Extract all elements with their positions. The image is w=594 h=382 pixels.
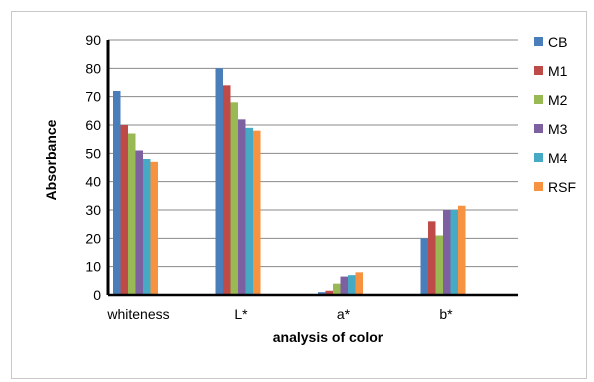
x-tick-label: whiteness — [106, 306, 169, 322]
bars — [113, 68, 466, 295]
bar-cb-0 — [113, 91, 121, 295]
legend-swatch — [534, 66, 543, 75]
x-tick-label: b* — [439, 306, 453, 322]
axes — [106, 40, 518, 297]
legend-label: M2 — [548, 92, 568, 108]
legend-swatch — [534, 124, 543, 133]
y-tick-label: 80 — [85, 60, 101, 76]
y-tick-label: 20 — [85, 230, 101, 246]
x-tick-label: L* — [234, 306, 248, 322]
legend-label: M4 — [548, 150, 568, 166]
y-tick-label: 30 — [85, 202, 101, 218]
y-tick-label: 60 — [85, 117, 101, 133]
bar-cb-1 — [215, 68, 223, 295]
bar-m1-2 — [325, 290, 333, 295]
bar-m2-1 — [230, 102, 238, 295]
y-tick-label: 0 — [93, 287, 101, 303]
y-tick-label: 70 — [85, 89, 101, 105]
gridlines — [108, 39, 518, 268]
bar-m2-0 — [128, 133, 136, 295]
bar-cb-2 — [318, 292, 326, 295]
bar-m2-3 — [435, 235, 443, 295]
x-axis-title: analysis of color — [273, 329, 384, 345]
bar-m4-3 — [450, 210, 458, 295]
bar-rsf-0 — [150, 161, 158, 295]
legend-label: M1 — [548, 63, 568, 79]
y-axis-title: Absorbance — [43, 119, 59, 200]
bar-m2-2 — [333, 283, 341, 295]
bar-rsf-3 — [458, 205, 466, 295]
bar-m1-1 — [223, 85, 231, 295]
bar-m3-1 — [238, 119, 246, 295]
legend: CB M1 M2 M3 M4 RSF — [534, 34, 576, 195]
bar-m3-0 — [135, 150, 143, 295]
y-tick-label: 10 — [85, 259, 101, 275]
bar-rsf-1 — [253, 130, 261, 295]
legend-swatch — [534, 37, 543, 46]
bar-m4-2 — [348, 275, 356, 295]
legend-swatch — [534, 153, 543, 162]
legend-label: CB — [548, 34, 567, 50]
bar-rsf-2 — [355, 272, 363, 295]
bar-m4-1 — [245, 127, 253, 295]
bar-m3-3 — [443, 210, 451, 295]
bar-m4-0 — [143, 159, 151, 295]
legend-label: RSF — [548, 179, 576, 195]
legend-swatch — [534, 95, 543, 104]
bar-m1-3 — [428, 221, 436, 295]
bar-m1-0 — [120, 125, 128, 295]
bar-m3-2 — [340, 276, 348, 295]
tick-labels: 0 10 20 30 40 50 60 70 80 90 whiteness L* a* b* — [85, 32, 453, 322]
chart-area: 0 10 20 30 40 50 60 70 80 90 whiteness L* a* b* analy… — [11, 11, 587, 379]
bar-chart: 0 10 20 30 40 50 60 70 80 90 whiteness L* a* b* analy… — [43, 32, 576, 345]
bar-cb-3 — [420, 238, 428, 295]
y-tick-label: 90 — [85, 32, 101, 48]
y-tick-label: 50 — [85, 145, 101, 161]
legend-label: M3 — [548, 121, 568, 137]
y-tick-label: 40 — [85, 174, 101, 190]
legend-swatch — [534, 182, 543, 191]
x-tick-label: a* — [337, 306, 351, 322]
